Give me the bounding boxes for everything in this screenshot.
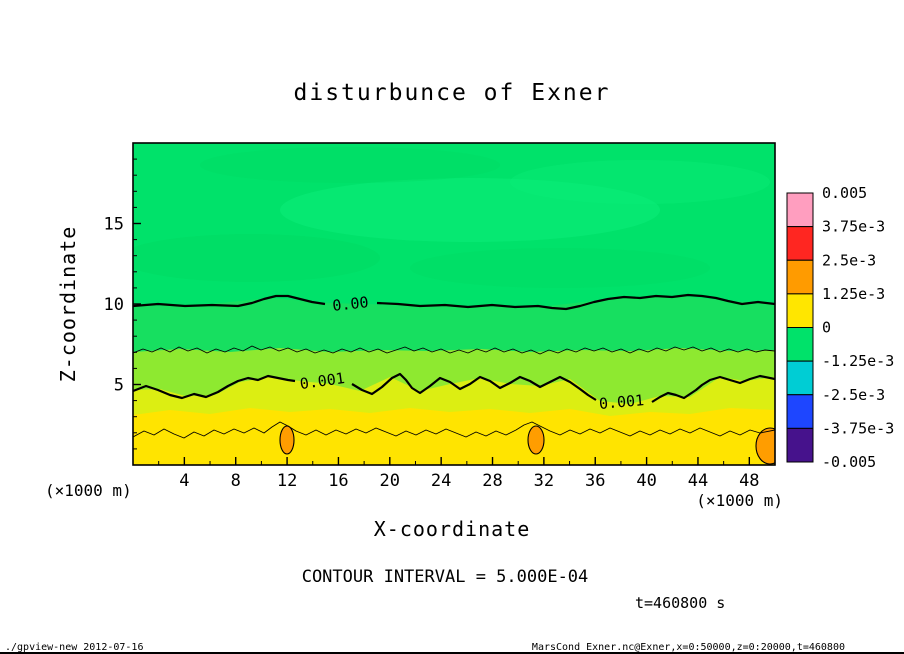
- x-axis-label: X-coordinate: [374, 517, 531, 541]
- colorbar: 0.005 3.75e-3 2.5e-3 1.25e-3 0 -1.25e-3 -2.5e-…: [786, 184, 894, 471]
- tone-mottle: [133, 234, 380, 282]
- tone-mottle: [410, 248, 710, 288]
- tone-mottle: [200, 147, 500, 183]
- x-axis-unit: (×1000 m): [696, 491, 783, 510]
- x-tick-label: 8: [231, 471, 241, 491]
- colorbar-label: 1.25e-3: [822, 285, 885, 303]
- contour-line-zero: [376, 293, 775, 311]
- contour-label-zero: 0.00: [332, 293, 370, 315]
- x-tick-label: 32: [534, 471, 554, 491]
- colorbar-label: 0: [822, 319, 831, 337]
- x-tick-label: 12: [277, 471, 297, 491]
- y-tick-label: 15: [104, 215, 124, 235]
- x-tick-label: 4: [179, 471, 189, 491]
- colorbar-label: -0.005: [822, 453, 876, 471]
- page-title: disturbunce of Exner: [294, 80, 611, 106]
- x-tick-label: 28: [482, 471, 502, 491]
- colorbar-segment: [786, 427, 814, 463]
- contour-line-1e-3: [651, 374, 775, 403]
- colorbar-label: -1.25e-3: [822, 352, 894, 370]
- contour-line-1e-3: [133, 374, 296, 400]
- y-tick-label: 10: [104, 295, 124, 315]
- x-tick-label: 36: [585, 471, 605, 491]
- contour-line-15e-4: [133, 421, 775, 439]
- colorbar-segment: [786, 394, 814, 429]
- colorbar-label: 2.5e-3: [822, 251, 876, 269]
- x-tick-label: 48: [739, 471, 759, 491]
- x-tick-label: 16: [328, 471, 348, 491]
- x-tick-label: 44: [688, 471, 708, 491]
- maximum-blob: [755, 427, 775, 465]
- footer-left: ./gpview-new 2012-07-16: [5, 642, 143, 653]
- colorbar-segment: [786, 360, 814, 396]
- window-bottom-edge: [0, 652, 904, 654]
- tone-mottle: [510, 160, 770, 204]
- y-tick-label: 5: [114, 376, 124, 396]
- x-tick-label: 40: [636, 471, 656, 491]
- time-annotation: t=460800 s: [635, 594, 725, 612]
- x-tick-label: 24: [431, 471, 451, 491]
- contour-label-1e-3-b: 0.001: [598, 391, 645, 413]
- colorbar-label: -3.75e-3: [822, 419, 894, 437]
- colorbar-label: -2.5e-3: [822, 386, 885, 404]
- contour-line-1e-3: [351, 372, 597, 401]
- colorbar-segment: [786, 293, 814, 328]
- fill-region-yellow: [133, 408, 775, 465]
- y-axis-unit: (×1000 m): [45, 481, 132, 500]
- contour-line-zero: [133, 294, 326, 308]
- footer-right: MarsCond_Exner.nc@Exner,x=0:50000,z=0:20…: [532, 642, 845, 653]
- y-axis-label: Z-coordinate: [56, 226, 80, 383]
- colorbar-label: 3.75e-3: [822, 218, 885, 236]
- colorbar-segment: [786, 259, 814, 295]
- maximum-blob: [279, 425, 295, 455]
- colorbar-segment: [786, 327, 814, 362]
- contour-line-5e-4: [133, 345, 775, 355]
- x-tick-label: 20: [380, 471, 400, 491]
- colorbar-segment: [786, 226, 814, 261]
- contour-interval-text: CONTOUR INTERVAL = 5.000E-04: [302, 567, 589, 587]
- colorbar-label: 0.005: [822, 184, 867, 202]
- tone-mottle: [280, 178, 660, 242]
- colorbar-segment: [786, 192, 814, 228]
- maximum-blob: [527, 425, 545, 455]
- plot-area: 0.00 0.001 0.001: [133, 143, 775, 465]
